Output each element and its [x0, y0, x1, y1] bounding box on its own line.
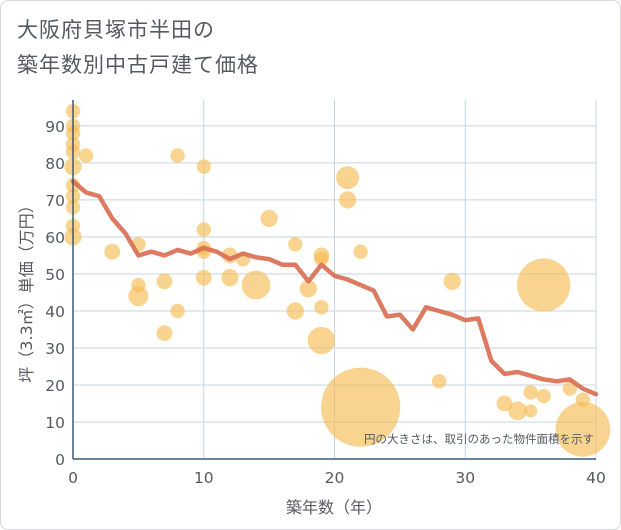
- chart-title-line-1: 大阪府貝塚市半田の: [17, 18, 215, 42]
- bubble-point: [156, 273, 173, 290]
- y-tick-label: 20: [45, 377, 65, 395]
- bubble-point: [562, 381, 578, 396]
- bubble-point: [353, 244, 368, 259]
- bubble-point: [338, 191, 357, 209]
- y-tick-label: 80: [45, 155, 65, 173]
- y-tick-label: 40: [45, 303, 65, 321]
- bubble-series: [64, 103, 611, 457]
- bubble-point: [104, 243, 121, 260]
- y-tick-label: 0: [55, 451, 65, 469]
- y-axis-label: 坪（3.3㎡）単価（万円）: [17, 197, 36, 382]
- x-tick-label: 40: [586, 469, 606, 487]
- bubble-point: [508, 401, 527, 421]
- x-axis-label: 築年数（年）: [286, 498, 382, 517]
- bubble-point: [431, 374, 447, 389]
- y-tick-label: 30: [45, 340, 65, 358]
- bubble-point: [288, 237, 303, 252]
- tick-labels: 0 10 20 30 40 50 60 70 80 90 0 10 20 30 40: [45, 118, 606, 487]
- bubble-point: [307, 326, 336, 355]
- bubble-point: [241, 270, 271, 300]
- x-tick-label: 30: [455, 469, 475, 487]
- x-tick-label: 20: [325, 469, 345, 487]
- bubble-point: [221, 269, 239, 287]
- chart-title: 大阪府貝塚市半田の 築年数別中古戸建て価格: [17, 13, 259, 83]
- axes: [72, 100, 596, 460]
- bubble-point: [523, 385, 538, 400]
- y-tick-label: 70: [45, 192, 65, 210]
- bubble-point: [314, 300, 329, 315]
- bubble-point: [536, 388, 551, 404]
- bubble-point: [260, 209, 278, 228]
- x-tick-label: 0: [68, 469, 78, 487]
- bubble-point: [170, 148, 185, 163]
- bubble-point: [496, 395, 513, 412]
- bubble-point: [517, 258, 571, 312]
- bubble-point: [170, 303, 185, 319]
- y-tick-label: 90: [45, 118, 65, 136]
- bubble-point: [156, 325, 173, 342]
- bubble-size-note: 円の大きさは、取引のあった物件面積を示す: [364, 432, 594, 446]
- bubble-point: [299, 280, 317, 298]
- bubble-point: [195, 269, 212, 286]
- bubble-point: [321, 367, 401, 447]
- bubble-point: [336, 166, 360, 190]
- grid-lines: [73, 100, 597, 459]
- trend-line-series: [70, 179, 599, 397]
- y-tick-label: 60: [45, 229, 65, 247]
- bubble-point: [286, 302, 304, 320]
- y-tick-label: 50: [45, 266, 65, 284]
- bubble-point: [196, 159, 211, 174]
- bubble-point: [555, 402, 611, 457]
- average-price-line: [70, 179, 599, 397]
- y-tick-label: 10: [45, 414, 65, 432]
- bubble-point: [524, 404, 538, 418]
- x-tick-label: 10: [194, 469, 214, 487]
- bubble-point: [196, 222, 211, 237]
- bubble-point: [78, 148, 94, 163]
- bubble-point: [128, 286, 149, 307]
- bubble-point: [314, 251, 329, 267]
- chart-title-line-2: 築年数別中古戸建て価格: [17, 53, 259, 77]
- bubble-point: [443, 272, 461, 290]
